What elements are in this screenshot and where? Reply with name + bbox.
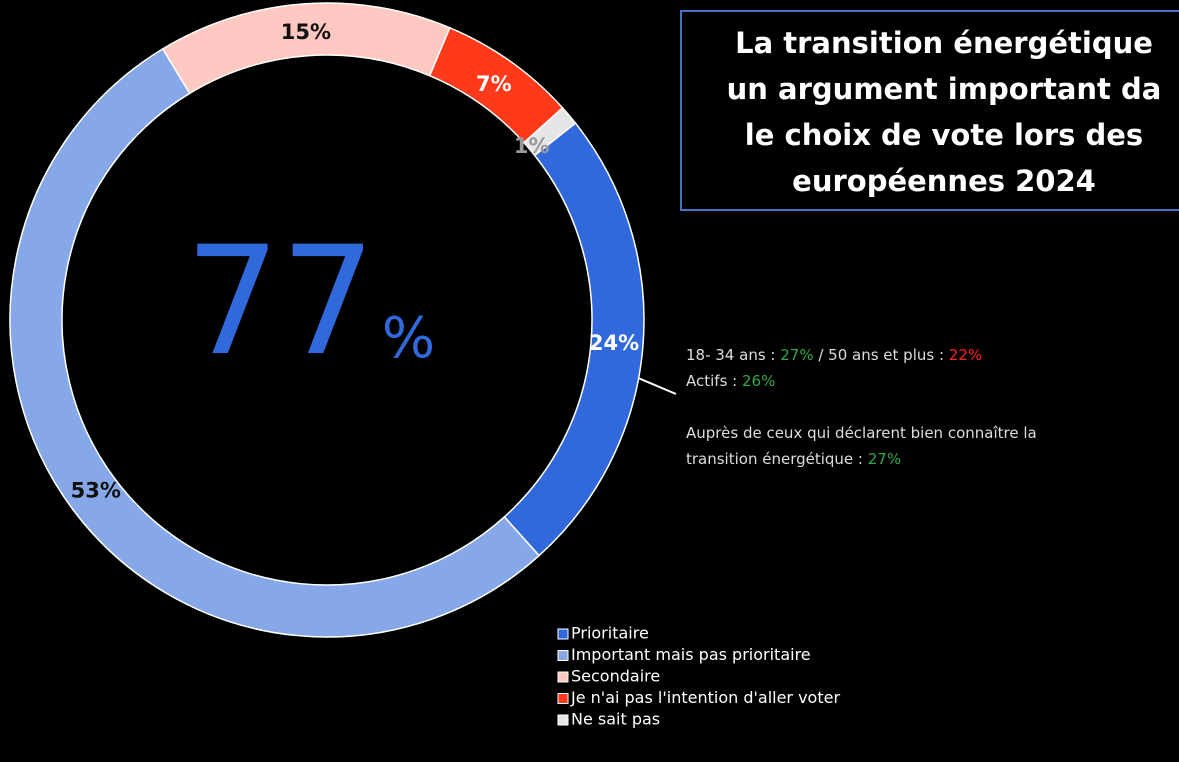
donut-slice <box>522 106 577 157</box>
legend-label: Prioritaire <box>571 624 649 643</box>
title-line: européennes 2024 <box>792 164 1096 198</box>
legend-label: Je n'ai pas l'intention d'aller voter <box>570 688 840 707</box>
annotation: 18- 34 ans : 27% / 50 ans et plus : 22% <box>686 346 982 364</box>
donut-slice <box>9 47 541 638</box>
annotation-part: 27% <box>868 450 901 468</box>
annotation-part: Actifs : <box>686 372 742 390</box>
annotation: Auprès de ceux qui déclarent bien connaî… <box>686 424 1037 442</box>
legend-label: Secondaire <box>571 667 660 686</box>
title-line: un argument important da <box>727 72 1162 106</box>
annotation-part: 18- 34 ans : <box>686 346 780 364</box>
legend-swatch <box>557 671 569 683</box>
center-unit: % <box>382 306 435 371</box>
center-value: 77% <box>185 215 435 389</box>
title-box <box>680 10 1179 211</box>
annotation-part: 27% <box>780 346 813 364</box>
annotation-part: 22% <box>949 346 982 364</box>
annotation-part: Auprès de ceux qui déclarent bien connaî… <box>686 424 1037 442</box>
annotation: transition énergétique : 27% <box>686 450 901 468</box>
legend-label: Ne sait pas <box>571 710 660 729</box>
data-label: 53% <box>71 479 121 503</box>
data-label: 15% <box>281 20 331 44</box>
legend-swatch <box>557 650 569 661</box>
data-label: 7% <box>476 72 512 96</box>
title-line: La transition énergétique <box>735 26 1153 60</box>
annotation-part: 26% <box>742 372 775 390</box>
legend-swatch <box>557 693 569 704</box>
center-number: 77 <box>185 215 376 389</box>
data-label: 24% <box>589 331 639 355</box>
legend-swatch <box>557 714 569 726</box>
legend-label: Important mais pas prioritaire <box>571 645 811 664</box>
annotation: Actifs : 26% <box>686 372 775 390</box>
title-line: le choix de vote lors des <box>745 118 1143 152</box>
legend-swatch <box>557 628 569 640</box>
annotation-part: / 50 ans et plus : <box>814 346 949 364</box>
data-label: 1% <box>514 134 550 158</box>
annotation-part: transition énergétique : <box>686 450 868 468</box>
